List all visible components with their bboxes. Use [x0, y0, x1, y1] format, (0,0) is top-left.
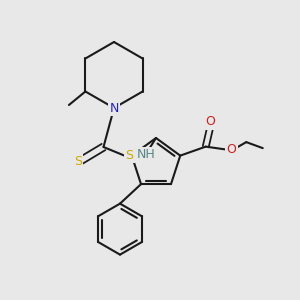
Text: O: O	[226, 143, 236, 156]
Text: O: O	[205, 115, 215, 128]
Text: N: N	[109, 101, 119, 115]
Text: NH: NH	[136, 148, 155, 161]
Text: S: S	[125, 149, 133, 162]
Text: S: S	[74, 155, 82, 169]
